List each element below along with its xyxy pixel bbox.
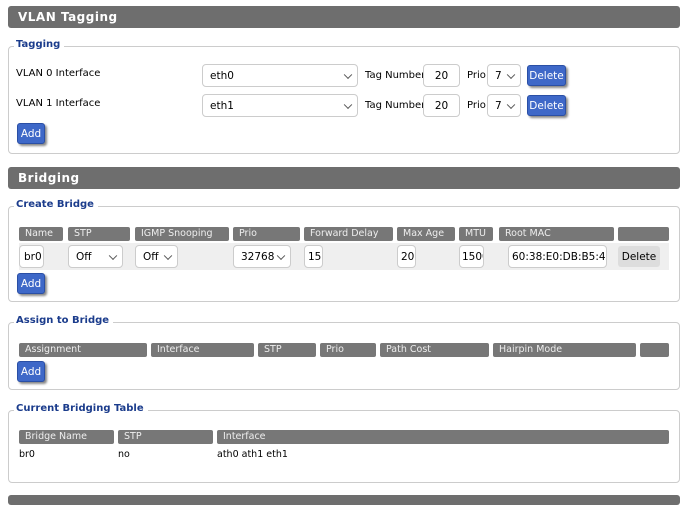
- max-age-input[interactable]: 20: [397, 245, 416, 268]
- chevron-down-icon: [506, 100, 516, 109]
- col-actions: [618, 227, 669, 241]
- col-path-cost: Path Cost: [380, 343, 489, 357]
- vlan0-delete-button[interactable]: Delete: [527, 65, 566, 86]
- vlan1-label: VLAN 1 Interface: [16, 98, 101, 109]
- vlan1-prio-label: Prio: [467, 100, 486, 111]
- bridging-table-legend: Current Bridging Table: [14, 403, 148, 414]
- col-prio: Prio: [233, 227, 300, 241]
- bridge-stp-select[interactable]: Off: [68, 245, 123, 268]
- vlan1-tag-label: Tag Number: [365, 100, 426, 111]
- bridge-name-input[interactable]: br0: [19, 245, 44, 268]
- vlan1-tag-input[interactable]: 20: [423, 94, 460, 117]
- chevron-down-icon: [343, 100, 353, 109]
- col-actions: [640, 343, 669, 357]
- tagging-legend: Tagging: [14, 39, 65, 50]
- col-forward-delay: Forward Delay: [304, 227, 393, 241]
- root-mac-input[interactable]: 60:38:E0:DB:B5:4E: [508, 245, 607, 268]
- mtu-input[interactable]: 1500: [459, 245, 484, 268]
- col-stp: STP: [68, 227, 130, 241]
- col-interface: Interface: [217, 430, 669, 444]
- table-cell-stp: no: [118, 449, 130, 460]
- create-bridge-fieldset: Create Bridge: [8, 199, 680, 302]
- col-max-age: Max Age: [397, 227, 455, 241]
- vlan1-delete-button[interactable]: Delete: [527, 95, 566, 116]
- col-hairpin-mode: Hairpin Mode: [493, 343, 636, 357]
- bridging-table-fieldset: Current Bridging Table: [8, 403, 680, 483]
- create-bridge-add-button[interactable]: Add: [17, 273, 45, 294]
- col-assignment: Assignment: [19, 343, 147, 357]
- bridge-stp-value: Off: [76, 250, 92, 263]
- assign-bridge-legend: Assign to Bridge: [14, 315, 114, 326]
- vlan0-interface-select[interactable]: eth0: [202, 64, 358, 87]
- col-mtu: MTU: [459, 227, 493, 241]
- chevron-down-icon: [506, 70, 516, 79]
- assign-bridge-fieldset: Assign to Bridge: [8, 315, 680, 390]
- vlan-tagging-header: VLAN Tagging: [8, 6, 680, 28]
- bridge-igmp-select[interactable]: Off: [135, 245, 178, 268]
- chevron-down-icon: [343, 70, 353, 79]
- vlan-add-button[interactable]: Add: [17, 123, 45, 144]
- vlan0-label: VLAN 0 Interface: [16, 68, 101, 79]
- vlan1-prio-value: 7: [495, 99, 502, 112]
- vlan0-prio-select[interactable]: 7: [487, 64, 521, 87]
- col-prio: Prio: [320, 343, 376, 357]
- chevron-down-icon: [276, 251, 286, 260]
- col-interface: Interface: [151, 343, 254, 357]
- col-stp: STP: [118, 430, 213, 444]
- create-bridge-legend: Create Bridge: [14, 199, 98, 210]
- vlan1-interface-value: eth1: [210, 99, 234, 112]
- bridge-delete-button[interactable]: Delete: [618, 246, 660, 267]
- vlan0-interface-value: eth0: [210, 69, 234, 82]
- next-section-header: [8, 495, 680, 505]
- col-bridge-name: Bridge Name: [19, 430, 114, 444]
- col-name: Name: [19, 227, 63, 241]
- table-cell-bridge-name: br0: [19, 449, 35, 460]
- vlan0-prio-label: Prio: [467, 70, 486, 81]
- bridge-igmp-value: Off: [143, 250, 159, 263]
- assign-add-button[interactable]: Add: [17, 361, 45, 382]
- bridging-header: Bridging: [8, 167, 680, 189]
- chevron-down-icon: [163, 251, 173, 260]
- vlan0-prio-value: 7: [495, 69, 502, 82]
- vlan0-tag-label: Tag Number: [365, 70, 426, 81]
- vlan0-tag-input[interactable]: 20: [423, 64, 460, 87]
- bridge-prio-select[interactable]: 32768: [233, 245, 291, 268]
- vlan1-prio-select[interactable]: 7: [487, 94, 521, 117]
- bridge-prio-value: 32768: [241, 250, 275, 263]
- col-stp: STP: [258, 343, 316, 357]
- chevron-down-icon: [108, 251, 118, 260]
- tagging-fieldset: Tagging: [8, 39, 680, 154]
- forward-delay-input[interactable]: 15: [304, 245, 323, 268]
- col-igmp: IGMP Snooping: [135, 227, 229, 241]
- table-cell-interface: ath0 ath1 eth1: [217, 449, 288, 460]
- col-root-mac: Root MAC: [499, 227, 614, 241]
- vlan1-interface-select[interactable]: eth1: [202, 94, 358, 117]
